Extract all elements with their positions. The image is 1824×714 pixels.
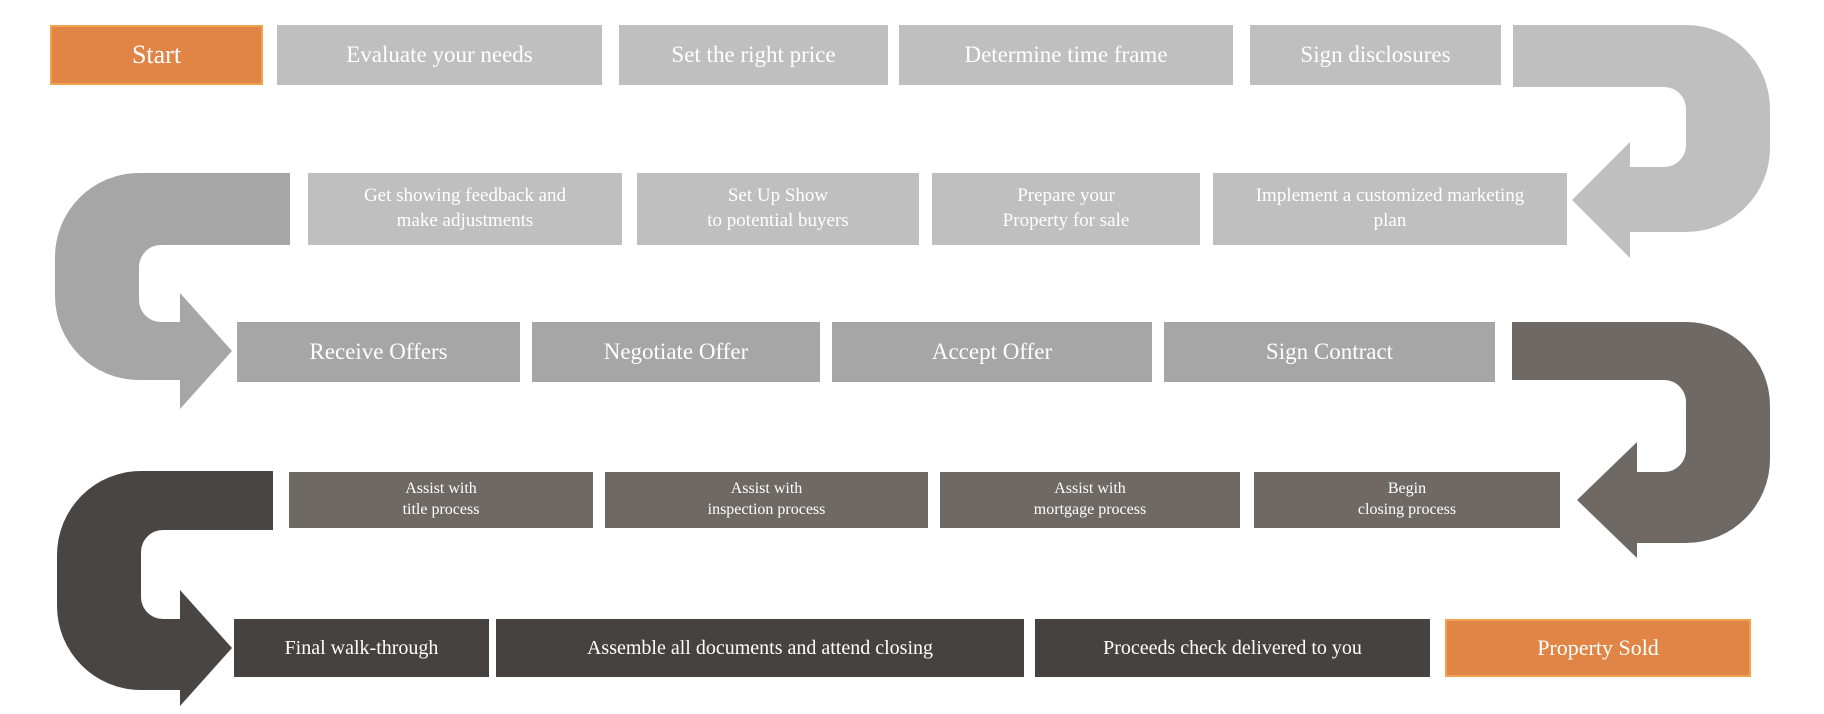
flow-arrow-row1-to-row2 bbox=[1513, 25, 1770, 258]
flow-step-evaluate-your-needs: Evaluate your needs bbox=[277, 25, 602, 85]
flow-step-assist-inspection-process: Assist with inspection process bbox=[605, 472, 928, 528]
flow-step-sign-contract: Sign Contract bbox=[1164, 322, 1495, 382]
flow-step-get-showing-feedback: Get showing feedback and make adjustment… bbox=[308, 173, 622, 245]
flow-step-begin-closing-process: Begin closing process bbox=[1254, 472, 1560, 528]
flow-step-property-sold: Property Sold bbox=[1445, 619, 1751, 677]
flow-step-final-walk-through: Final walk-through bbox=[234, 619, 489, 677]
flow-arrow-row2-to-row3 bbox=[55, 173, 290, 409]
flow-step-receive-offers: Receive Offers bbox=[237, 322, 520, 382]
flow-step-assist-title-process: Assist with title process bbox=[289, 472, 593, 528]
flow-step-start: Start bbox=[50, 25, 263, 85]
flow-step-sign-disclosures: Sign disclosures bbox=[1250, 25, 1501, 85]
flow-step-implement-marketing-plan: Implement a customized marketing plan bbox=[1213, 173, 1567, 245]
flow-step-negotiate-offer: Negotiate Offer bbox=[532, 322, 820, 382]
flow-step-prepare-property: Prepare your Property for sale bbox=[932, 173, 1200, 245]
flow-step-assemble-documents-closing: Assemble all documents and attend closin… bbox=[496, 619, 1024, 677]
flow-step-accept-offer: Accept Offer bbox=[832, 322, 1152, 382]
flow-step-set-up-show: Set Up Show to potential buyers bbox=[637, 173, 919, 245]
flow-arrow-row3-to-row4 bbox=[1512, 322, 1770, 558]
flow-step-determine-time-frame: Determine time frame bbox=[899, 25, 1233, 85]
flow-step-proceeds-check-delivered: Proceeds check delivered to you bbox=[1035, 619, 1430, 677]
flow-arrow-row4-to-row5 bbox=[57, 471, 273, 706]
flow-step-assist-mortgage-process: Assist with mortgage process bbox=[940, 472, 1240, 528]
flow-step-set-the-right-price: Set the right price bbox=[619, 25, 888, 85]
